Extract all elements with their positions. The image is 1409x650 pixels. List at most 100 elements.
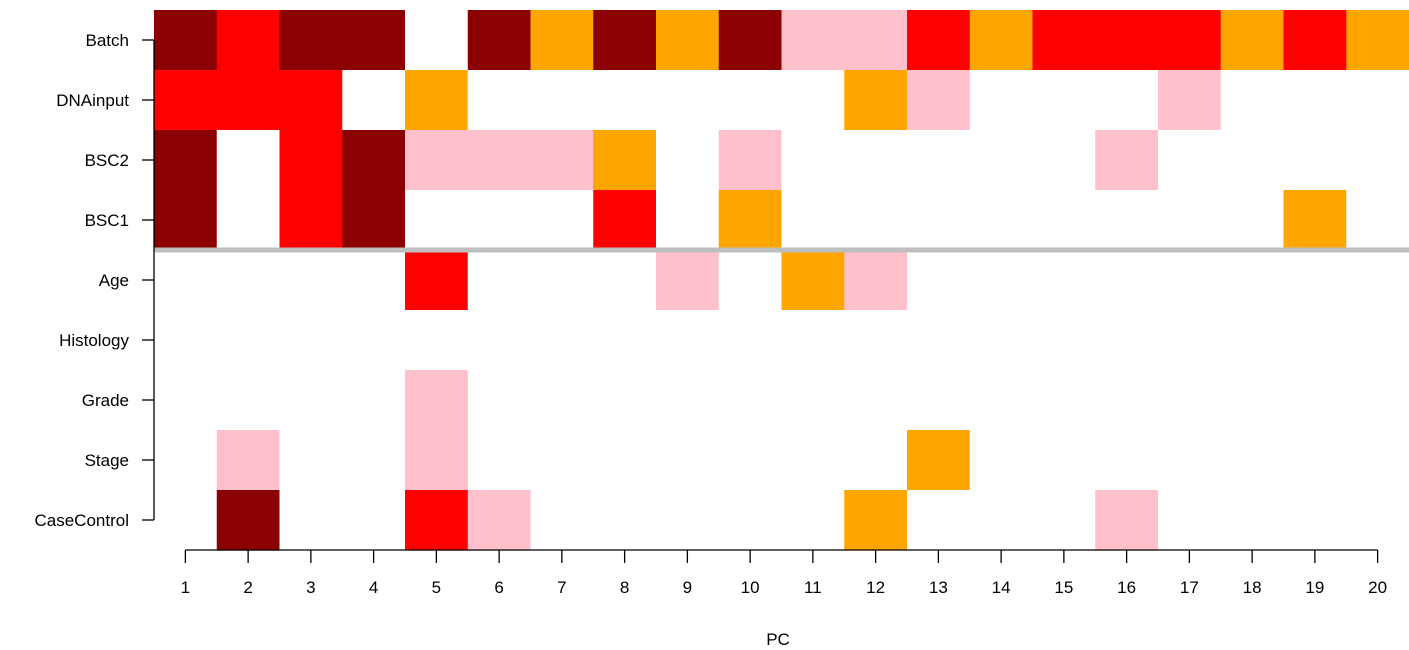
heatmap-cell	[1095, 490, 1159, 551]
heatmap-cell	[1158, 490, 1222, 551]
x-tick-label: 7	[557, 578, 566, 597]
heatmap-cell	[907, 250, 971, 311]
y-tick-label: Grade	[82, 391, 129, 410]
heatmap-cell	[969, 190, 1034, 251]
heatmap-cell	[405, 370, 469, 431]
heatmap-cell	[405, 430, 469, 491]
heatmap-cell	[1095, 190, 1159, 251]
x-tick-label: 19	[1305, 578, 1324, 597]
heatmap-cell	[1220, 70, 1285, 131]
heatmap-cell	[593, 130, 657, 191]
heatmap-cell	[342, 310, 406, 371]
heatmap-cell	[467, 430, 532, 491]
heatmap-cell	[718, 310, 783, 371]
heatmap-cell	[969, 310, 1034, 371]
heatmap-cell	[907, 310, 971, 371]
heatmap-cell	[593, 10, 657, 71]
heatmap-cell	[1220, 10, 1285, 71]
heatmap-cell	[216, 70, 281, 131]
heatmap-cell	[342, 250, 406, 311]
heatmap-cell	[154, 250, 218, 311]
x-tick-label: 12	[866, 578, 885, 597]
heatmap-cell	[1283, 190, 1347, 251]
x-tick-label: 10	[741, 578, 760, 597]
heatmap-cell	[405, 310, 469, 371]
y-axis: Batch DNAinput BSC2 BSC1 Age Histology Grade St…	[35, 31, 155, 530]
heatmap-cell	[1095, 130, 1159, 191]
heatmap-cell	[907, 130, 971, 191]
heatmap-cell	[216, 310, 281, 371]
heatmap-cell	[844, 310, 908, 371]
heatmap-cell	[593, 310, 657, 371]
heatmap-cell	[1032, 130, 1096, 191]
heatmap-cell	[1346, 10, 1409, 71]
heatmap-cell	[907, 70, 971, 131]
heatmap-cell	[781, 130, 845, 191]
heatmap-cell	[656, 10, 720, 71]
heatmap-cell	[342, 70, 406, 131]
heatmap-cell	[1283, 370, 1347, 431]
heatmap-cell	[1346, 190, 1409, 251]
heatmap-cell	[1220, 310, 1285, 371]
heatmap-cell	[342, 10, 406, 71]
heatmap-cell	[1283, 130, 1347, 191]
heatmap-cell	[1032, 250, 1096, 311]
heatmap-cell	[1158, 10, 1222, 71]
heatmap-cell	[1095, 430, 1159, 491]
heatmap-cell	[781, 250, 845, 311]
heatmap-cell	[1346, 130, 1409, 191]
heatmap-cell	[1283, 70, 1347, 131]
y-tick-label: Stage	[85, 451, 129, 470]
y-tick-label: BSC2	[85, 151, 129, 170]
heatmap-cell	[342, 190, 406, 251]
heatmap-cell	[216, 490, 281, 551]
heatmap-cell	[279, 370, 343, 431]
heatmap-cell	[467, 370, 532, 431]
heatmap-cell	[216, 250, 281, 311]
heatmap-cell	[781, 190, 845, 251]
heatmap-cell	[1283, 430, 1347, 491]
heatmap-cell	[718, 130, 783, 191]
heatmap-cell	[1158, 310, 1222, 371]
heatmap-cell	[1346, 370, 1409, 431]
x-tick-label: 15	[1054, 578, 1073, 597]
heatmap-cell	[405, 190, 469, 251]
heatmap-cell	[1158, 430, 1222, 491]
heatmap-cell	[342, 130, 406, 191]
heatmap-cell	[781, 70, 845, 131]
heatmap-cell	[342, 370, 406, 431]
heatmap-cell	[154, 10, 218, 71]
heatmap-cell	[1032, 10, 1096, 71]
heatmap-cell	[467, 310, 532, 371]
heatmap-cell	[718, 70, 783, 131]
heatmap-cell	[530, 490, 594, 551]
heatmap-cell	[216, 190, 281, 251]
x-tick-label: 3	[306, 578, 315, 597]
heatmap-cell	[467, 10, 532, 71]
heatmap-cell	[154, 70, 218, 131]
x-tick-label: 13	[929, 578, 948, 597]
heatmap-cell	[969, 130, 1034, 191]
heatmap-cell	[154, 430, 218, 491]
heatmap-cell	[656, 130, 720, 191]
heatmap-cell	[467, 490, 532, 551]
heatmap-cell	[405, 130, 469, 191]
heatmap-cell	[530, 70, 594, 131]
heatmap-cell	[1220, 370, 1285, 431]
heatmap-cell	[1346, 250, 1409, 311]
heatmap-cell	[530, 310, 594, 371]
y-tick-label: BSC1	[85, 211, 129, 230]
heatmap-cell	[907, 190, 971, 251]
x-tick-label: 14	[992, 578, 1011, 597]
x-tick-label: 9	[683, 578, 692, 597]
heatmap-cell	[656, 310, 720, 371]
heatmap-cell	[216, 10, 281, 71]
heatmap-cell	[907, 430, 971, 491]
x-tick-label: 17	[1180, 578, 1199, 597]
heatmap-cell	[279, 490, 343, 551]
x-tick-label: 5	[432, 578, 441, 597]
heatmap-cell	[467, 130, 532, 191]
heatmap-cell	[1158, 250, 1222, 311]
heatmap-cell	[593, 430, 657, 491]
heatmap-cell	[1283, 310, 1347, 371]
